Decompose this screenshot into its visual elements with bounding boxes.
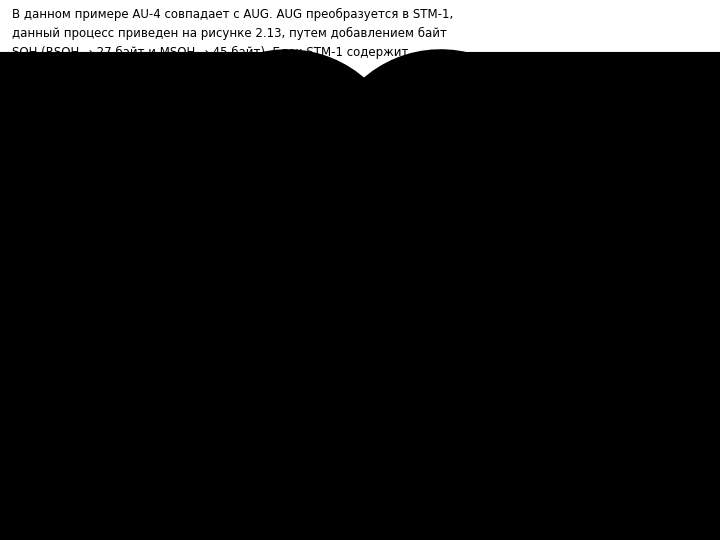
Bar bbox=[697, 140, 713, 160]
Text: ЗУ: ЗУ bbox=[284, 314, 306, 332]
Text: 2357: 2357 bbox=[182, 147, 200, 153]
Text: 2357: 2357 bbox=[680, 147, 698, 153]
Bar bbox=[15, 140, 215, 160]
Text: $f_з$=150912 кГц: $f_з$=150912 кГц bbox=[120, 300, 206, 314]
Text: PTR: PTR bbox=[55, 396, 71, 406]
Bar bbox=[681, 140, 697, 160]
Bar bbox=[488, 335, 520, 371]
Text: 2358: 2358 bbox=[198, 147, 216, 153]
Text: 262: 262 bbox=[583, 145, 599, 154]
Text: 1: 1 bbox=[20, 145, 26, 155]
Bar bbox=[199, 140, 215, 160]
Text: 9: 9 bbox=[680, 376, 688, 389]
Bar bbox=[31, 140, 47, 160]
Bar bbox=[553, 140, 581, 160]
Text: MSOH: MSOH bbox=[410, 464, 440, 474]
Bar bbox=[15, 140, 31, 160]
Text: RSOH: RSOH bbox=[341, 464, 369, 474]
Text: STM-1: STM-1 bbox=[640, 314, 692, 332]
Text: MSOH: MSOH bbox=[491, 421, 517, 429]
Text: 125 мкс: 125 мкс bbox=[571, 160, 617, 170]
Bar bbox=[581, 140, 601, 160]
Bar bbox=[48, 393, 78, 409]
Text: AUG: AUG bbox=[178, 274, 205, 287]
Bar bbox=[382, 412, 454, 440]
Text: 27 байт: 27 байт bbox=[334, 484, 376, 494]
Bar bbox=[328, 458, 382, 480]
Text: RSOH: RSOH bbox=[557, 147, 577, 153]
Text: 45 байт: 45 байт bbox=[404, 484, 446, 494]
Bar bbox=[396, 458, 454, 480]
Text: 2: 2 bbox=[36, 145, 42, 155]
Bar bbox=[488, 335, 653, 445]
Text: PTR: PTR bbox=[496, 384, 512, 394]
Text: 1: 1 bbox=[507, 145, 513, 155]
Bar bbox=[475, 140, 503, 160]
Text: SOH: SOH bbox=[403, 419, 433, 433]
Text: В ≈8*2430/125 мкс ≈ 155520 кбит/с.: В ≈8*2430/125 мкс ≈ 155520 кбит/с. bbox=[207, 99, 513, 114]
Text: 2358 байт: 2358 байт bbox=[71, 126, 130, 136]
Text: байт: байт bbox=[680, 392, 711, 404]
Text: 125 мкс: 125 мкс bbox=[92, 160, 138, 170]
Bar bbox=[488, 407, 520, 443]
Text: AUG → STM-1: AUG → STM-1 bbox=[230, 140, 371, 160]
Text: RSOH: RSOH bbox=[479, 147, 499, 153]
Bar bbox=[503, 140, 517, 160]
Bar bbox=[183, 140, 199, 160]
Text: VC-4: VC-4 bbox=[126, 393, 174, 411]
Text: Σ: Σ bbox=[422, 311, 438, 335]
Bar bbox=[385, 278, 475, 368]
Text: 2430 байт: 2430 байт bbox=[570, 126, 629, 136]
Bar bbox=[85, 360, 215, 445]
Text: $f_{Сч}$=155520 кГц: $f_{Сч}$=155520 кГц bbox=[253, 400, 351, 416]
Text: VC-4: VC-4 bbox=[564, 381, 608, 399]
Bar bbox=[488, 371, 520, 407]
Bar bbox=[248, 278, 343, 368]
Bar bbox=[475, 140, 713, 160]
Text: В данном примере AU-4 совпадает с AUG. AUG преобразуется в STM-1,
данный процесс: В данном примере AU-4 совпадает с AUG. A… bbox=[12, 8, 454, 78]
Text: 2358: 2358 bbox=[696, 147, 714, 153]
Text: RSOH: RSOH bbox=[492, 348, 516, 357]
Text: 270 байт: 270 байт bbox=[544, 466, 596, 476]
